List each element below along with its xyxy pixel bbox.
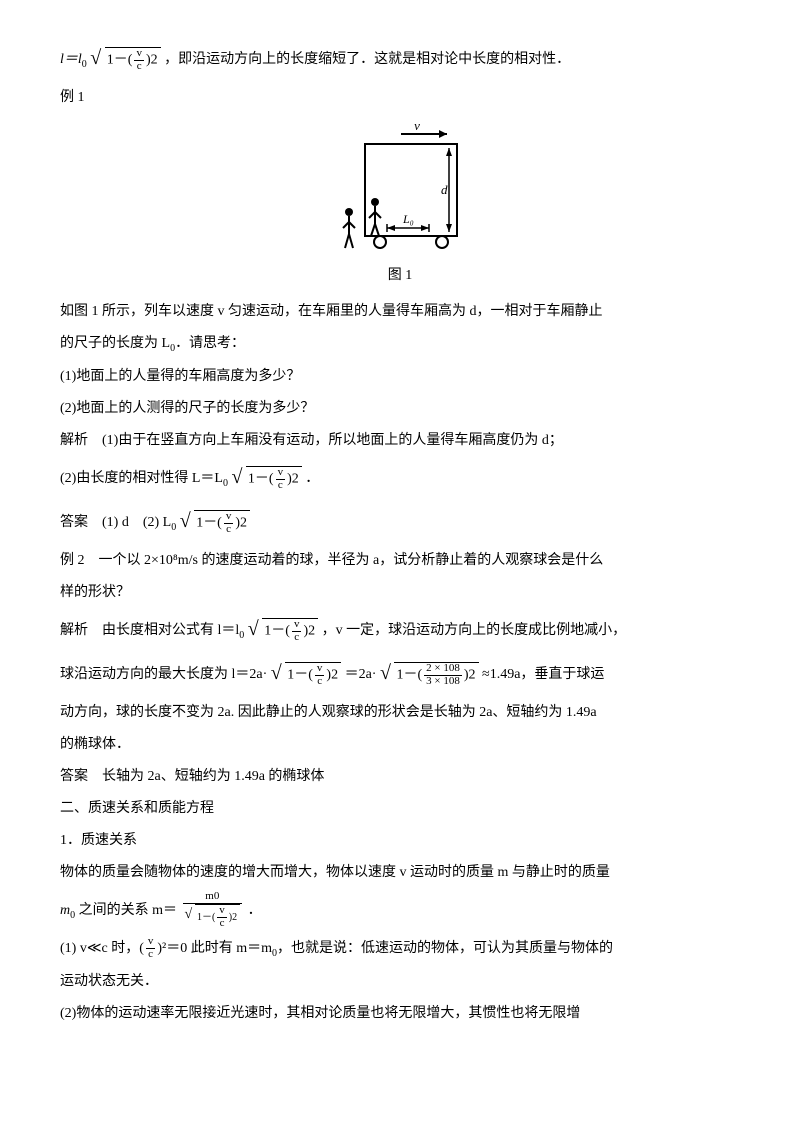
answer-line: 答案 (1) d (2) L0 √ 1－(vc)2 xyxy=(60,503,740,543)
figure-1: v d L₀ xyxy=(60,122,740,262)
text: ，即沿运动方向上的长度缩短了．这就是相对论中长度的相对性． xyxy=(164,52,570,67)
mass-line: 物体的质量会随物体的速度的增大而增大，物体以速度 v 运动时的质量 m 与静止时… xyxy=(60,859,740,887)
example-2b: 样的形状？ xyxy=(60,579,740,607)
max-line-3: 的椭球体． xyxy=(60,731,740,759)
item-1: (1) v≪c 时，(vc)²＝0 此时有 m＝m0，也就是说：低速运动的物体，… xyxy=(60,935,740,964)
figure-1-svg: v d L₀ xyxy=(325,122,475,262)
sqrt-max1: √ 1－(vc)2 xyxy=(271,655,341,695)
sqrt-sol: √ 1－(vc)2 xyxy=(248,611,318,651)
solution-ex2: 解析 由长度相对公式有 l＝l0 √ 1－(vc)2 ，v 一定，球沿运动方向上… xyxy=(60,611,740,651)
frac-vc: vc xyxy=(134,48,144,73)
heading-2: 二、质速关系和质能方程 xyxy=(60,795,740,823)
solution-2: (2)由长度的相对性得 L＝L0 √ 1－(vc)2 ． xyxy=(60,459,740,499)
formula-length-contraction: l＝l0 √ 1－(vc)2 ，即沿运动方向上的长度缩短了．这就是相对论中长度的… xyxy=(60,40,740,80)
item-2: (2)物体的运动速率无限接近光速时，其相对论质量也将无限增大，其惯性也将无限增 xyxy=(60,1000,740,1028)
den: c xyxy=(134,61,144,73)
page: l＝l0 √ 1－(vc)2 ，即沿运动方向上的长度缩短了．这就是相对论中长度的… xyxy=(0,0,800,1072)
answer-ex2: 答案 长轴为 2a、短轴约为 1.49a 的椭球体 xyxy=(60,763,740,791)
frac-mass: m0 √ 1－(vc)2 xyxy=(183,891,243,931)
max-line-2: 动方向，球的长度不变为 2a. 因此静止的人观察球的形状会是长轴为 2a、短轴约… xyxy=(60,699,740,727)
figure-1-caption: 图 1 xyxy=(60,262,740,290)
item-1-line2: 运动状态无关． xyxy=(60,968,740,996)
sqrt-1-vc2: √ 1－(vc)2 xyxy=(90,40,160,80)
frac-vc-small: vc xyxy=(146,936,156,961)
sqrt-ans: √ 1－(vc)2 xyxy=(180,503,250,543)
sqrt-L: √ 1－(vc)2 xyxy=(231,459,301,499)
sub0: 0 xyxy=(82,59,87,70)
label-L0: L₀ xyxy=(402,212,414,226)
one-minus: 1－( xyxy=(107,53,133,68)
mass-relation: m0 之间的关系 m＝ m0 √ 1－(vc)2 ． xyxy=(60,891,740,931)
solution-1: 解析 (1)由于在竖直方向上车厢没有运动，所以地面上的人量得车厢高度仍为 d； xyxy=(60,427,740,455)
example-2a: 例 2 一个以 2×10⁸m/s 的速度运动着的球，半径为 a，试分析静止着的人… xyxy=(60,547,740,575)
den-sqrt: √ 1－(vc)2 xyxy=(183,904,243,931)
question-1: (1)地面上的人量得的车厢高度为多少？ xyxy=(60,363,740,391)
var-l: l＝l xyxy=(60,52,82,67)
tail: )2 xyxy=(146,53,158,68)
max-length-line: 球沿运动方向的最大长度为 l＝2a· √ 1－(vc)2 ＝2a· √ 1－(2… xyxy=(60,655,740,695)
heading-2-1: 1．质速关系 xyxy=(60,827,740,855)
question-2: (2)地面上的人测得的尺子的长度为多少？ xyxy=(60,395,740,423)
sqrt-max2: √ 1－(2 × 1083 × 108)2 xyxy=(380,655,479,695)
problem-text-1: 如图 1 所示，列车以速度 v 匀速运动，在车厢里的人量得车厢高为 d，一相对于… xyxy=(60,298,740,326)
label-v: v xyxy=(414,122,420,133)
label-d: d xyxy=(441,182,448,197)
num-m0: m0 xyxy=(183,891,243,904)
problem-text-2: 的尺子的长度为 L0．请思考： xyxy=(60,330,740,359)
example-1-label: 例 1 xyxy=(60,84,740,112)
